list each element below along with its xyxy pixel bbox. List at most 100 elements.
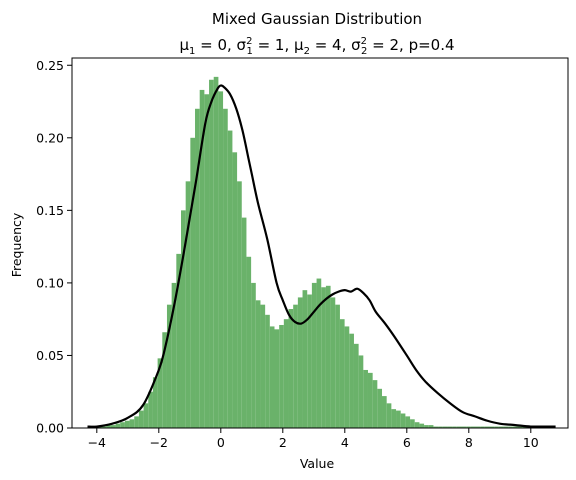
histogram-bar [349, 333, 354, 428]
histogram-bar [227, 130, 233, 429]
subtitle-part: 2 [361, 46, 367, 57]
histogram-bar [372, 380, 378, 428]
histogram-bar [195, 108, 200, 428]
histogram-bar [452, 426, 457, 428]
histogram-bar [279, 324, 284, 428]
x-tick-label: 4 [341, 435, 349, 450]
histogram-bar [442, 426, 448, 428]
histogram-bar [424, 425, 429, 428]
y-tick-label: 0.25 [36, 58, 64, 73]
histogram-bar [171, 282, 177, 428]
histogram-bar [475, 426, 481, 428]
x-axis-label: Value [300, 456, 335, 471]
histogram-bar [344, 326, 350, 428]
histogram-bar [138, 410, 144, 428]
histogram-bar [311, 282, 317, 428]
histogram-bar [508, 426, 513, 428]
histogram-bar [433, 426, 439, 428]
histogram-bar [419, 423, 425, 428]
histogram-bar [363, 369, 368, 428]
histogram-bar [237, 181, 242, 428]
y-axis: 0.00 0.05 0.10 0.15 0.20 0.25 [36, 58, 72, 436]
histogram-bar [213, 76, 219, 429]
chart-subtitle: μ1 = 0, σ2 1 = 1, μ2 = 4, σ2 2 = 2, p=0.4 [179, 36, 454, 57]
histogram-bar [166, 304, 172, 428]
histogram-bar [199, 89, 205, 429]
subtitle-part: 2 [246, 36, 252, 47]
histogram-bar [120, 422, 125, 428]
histogram-bar [209, 79, 214, 428]
histogram-bar [148, 391, 153, 428]
subtitle-part: μ [179, 36, 189, 54]
histogram-bar [223, 108, 228, 428]
histogram-bar [232, 152, 238, 428]
histogram-bar [129, 419, 135, 428]
histogram-bar [466, 426, 471, 428]
histogram-bar [218, 91, 224, 429]
y-tick-label: 0.10 [36, 275, 64, 290]
histogram-bar [447, 426, 453, 428]
histogram-bar [134, 416, 139, 428]
histogram-bar [405, 416, 411, 428]
histogram-bar [251, 282, 256, 428]
histogram-bar [396, 410, 401, 428]
histogram-bar [367, 372, 373, 428]
histogram-bar [101, 426, 107, 428]
histogram-bar [162, 332, 167, 428]
histogram-bar [494, 426, 499, 428]
histogram-bar [307, 294, 312, 428]
x-tick-label: 6 [403, 435, 411, 450]
histogram-bar [353, 343, 359, 428]
histogram-bar [185, 181, 191, 428]
histogram-bar [330, 297, 336, 428]
y-tick-label: 0.00 [36, 421, 64, 436]
histogram-bar [522, 426, 527, 428]
subtitle-part: = 1, μ [253, 36, 304, 54]
histogram-bar [428, 425, 434, 428]
histogram-bar [321, 287, 326, 428]
subtitle-part: 2 [304, 46, 310, 57]
histogram-bar [498, 426, 504, 428]
histogram-bar [386, 403, 392, 428]
histogram-bar [339, 319, 345, 428]
histogram-bar [297, 297, 303, 428]
histogram-bar [335, 304, 340, 428]
histogram-bar [110, 425, 116, 428]
histogram-bar [124, 420, 130, 428]
histogram-bar [484, 426, 490, 428]
histogram-bar [181, 210, 186, 428]
histogram-bar [512, 426, 518, 428]
histogram-bar [391, 409, 397, 428]
x-tick-label: 10 [523, 435, 539, 450]
x-tick-label: 0 [217, 435, 225, 450]
x-tick-label: 8 [465, 435, 473, 450]
histogram-bar [377, 388, 383, 428]
kde-curve-layer [87, 84, 556, 428]
histogram-bar [152, 377, 158, 428]
histogram-bar [274, 329, 280, 428]
x-axis: −4 −2 0 2 4 6 8 10 [88, 428, 539, 450]
histogram-bar [115, 423, 121, 428]
y-tick-label: 0.15 [36, 203, 64, 218]
plot-frame [71, 57, 569, 429]
y-tick-label: 0.20 [36, 130, 64, 145]
histogram-bar [503, 426, 509, 428]
histogram-bar [438, 426, 443, 428]
histogram-bar [204, 94, 210, 429]
histogram-bar [517, 426, 523, 428]
subtitle-part: = 2, p=0.4 [367, 36, 454, 54]
histogram-bar [288, 309, 294, 428]
subtitle-part: = 4, σ [310, 36, 361, 54]
y-axis-label: Frequency [9, 212, 24, 277]
histogram-bar [316, 278, 322, 428]
subtitle-part: 1 [246, 46, 252, 57]
subtitle-part: 1 [189, 46, 195, 57]
histogram-bar [489, 426, 495, 428]
histogram-bar [470, 426, 476, 428]
histogram-bar [382, 396, 387, 428]
histogram-bar [255, 300, 261, 428]
histogram-bar [480, 426, 485, 428]
x-tick-label: 2 [279, 435, 287, 450]
x-tick-label: −4 [88, 435, 106, 450]
